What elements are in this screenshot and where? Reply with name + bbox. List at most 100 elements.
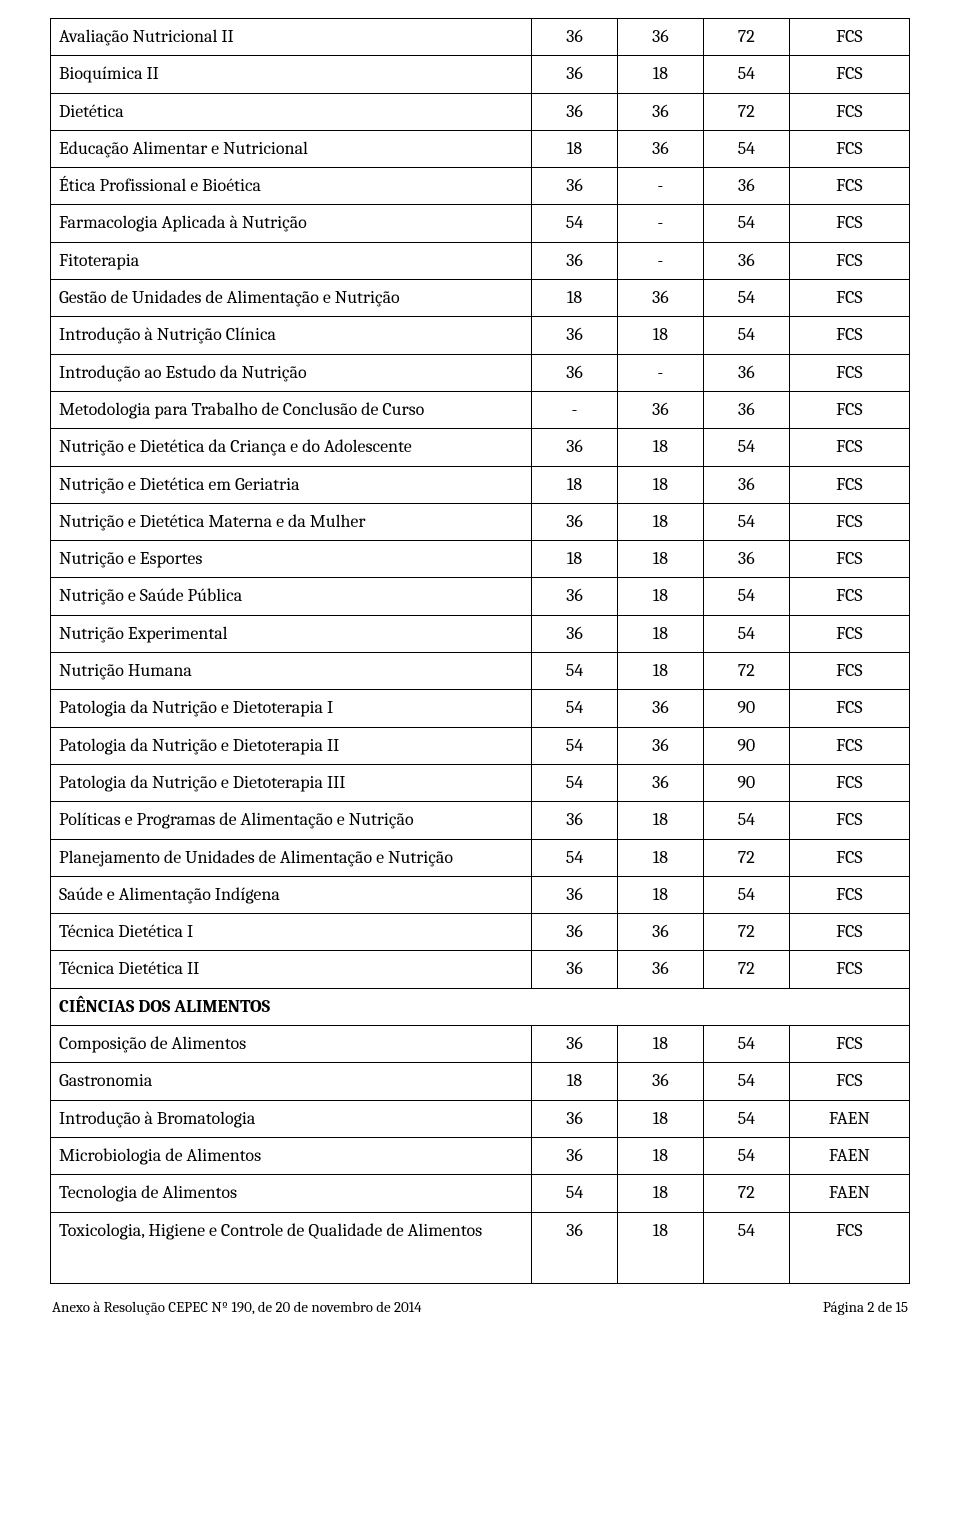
value-cell: FCS (789, 839, 909, 876)
curriculum-table: Avaliação Nutricional II363672FCSBioquím… (50, 18, 910, 1284)
table-row: Técnica Dietética I363672FCS (51, 914, 910, 951)
value-cell: 36 (703, 391, 789, 428)
value-cell: 36 (617, 690, 703, 727)
course-name-cell: Patologia da Nutrição e Dietoterapia II (51, 727, 532, 764)
value-cell: 36 (617, 130, 703, 167)
table-row: Ética Profissional e Bioética36-36FCS (51, 168, 910, 205)
course-name-cell: Farmacologia Aplicada à Nutrição (51, 205, 532, 242)
value-cell: 36 (617, 280, 703, 317)
table-row: Avaliação Nutricional II363672FCS (51, 19, 910, 56)
value-cell: FCS (789, 354, 909, 391)
course-name-cell: Nutrição e Dietética da Criança e do Ado… (51, 429, 532, 466)
value-cell: - (617, 242, 703, 279)
value-cell: FCS (789, 727, 909, 764)
value-cell: 18 (617, 802, 703, 839)
value-cell: FCS (789, 317, 909, 354)
value-cell: 90 (703, 764, 789, 801)
value-cell: 18 (617, 503, 703, 540)
value-cell: 36 (532, 876, 618, 913)
value-cell: 18 (532, 466, 618, 503)
course-name-cell: Toxicologia, Higiene e Controle de Quali… (51, 1212, 532, 1283)
value-cell: 54 (703, 615, 789, 652)
table-row: Microbiologia de Alimentos361854FAEN (51, 1137, 910, 1174)
value-cell: 18 (617, 876, 703, 913)
value-cell: 18 (617, 1137, 703, 1174)
value-cell: 18 (617, 56, 703, 93)
section-heading-row: CIÊNCIAS DOS ALIMENTOS (51, 988, 910, 1025)
value-cell: 36 (617, 391, 703, 428)
value-cell: 36 (532, 951, 618, 988)
value-cell: 18 (617, 1026, 703, 1063)
value-cell: 72 (703, 93, 789, 130)
value-cell: FCS (789, 1212, 909, 1283)
page: Avaliação Nutricional II363672FCSBioquím… (0, 0, 960, 1334)
course-name-cell: Fitoterapia (51, 242, 532, 279)
course-name-cell: Introdução à Bromatologia (51, 1100, 532, 1137)
value-cell: 54 (703, 1026, 789, 1063)
value-cell: FCS (789, 280, 909, 317)
course-name-cell: Nutrição Experimental (51, 615, 532, 652)
table-row: Patologia da Nutrição e Dietoterapia III… (51, 764, 910, 801)
value-cell: FCS (789, 1026, 909, 1063)
value-cell: 36 (532, 1137, 618, 1174)
course-name-cell: Planejamento de Unidades de Alimentação … (51, 839, 532, 876)
footer-right-text: Página 2 de 15 (823, 1298, 908, 1316)
value-cell: 36 (532, 168, 618, 205)
value-cell: 18 (617, 1212, 703, 1283)
value-cell: 54 (532, 653, 618, 690)
value-cell: 36 (532, 615, 618, 652)
course-name-cell: Microbiologia de Alimentos (51, 1137, 532, 1174)
table-row: Nutrição e Dietética da Criança e do Ado… (51, 429, 910, 466)
value-cell: 36 (617, 1063, 703, 1100)
value-cell: 54 (703, 280, 789, 317)
value-cell: 36 (532, 1100, 618, 1137)
course-name-cell: Nutrição e Dietética Materna e da Mulher (51, 503, 532, 540)
value-cell: 36 (532, 1212, 618, 1283)
table-row: Introdução ao Estudo da Nutrição36-36FCS (51, 354, 910, 391)
value-cell: 36 (532, 242, 618, 279)
value-cell: 36 (617, 914, 703, 951)
value-cell: 72 (703, 19, 789, 56)
value-cell: FCS (789, 242, 909, 279)
value-cell: FAEN (789, 1137, 909, 1174)
course-name-cell: Bioquímica II (51, 56, 532, 93)
course-name-cell: Composição de Alimentos (51, 1026, 532, 1063)
value-cell: FAEN (789, 1175, 909, 1212)
value-cell: 54 (703, 1063, 789, 1100)
value-cell: FCS (789, 205, 909, 242)
value-cell: 36 (617, 951, 703, 988)
value-cell: 54 (532, 839, 618, 876)
value-cell: 18 (617, 429, 703, 466)
value-cell: 36 (532, 802, 618, 839)
table-row: Saúde e Alimentação Indígena361854FCS (51, 876, 910, 913)
table-row: Gestão de Unidades de Alimentação e Nutr… (51, 280, 910, 317)
value-cell: 36 (532, 578, 618, 615)
section-heading-cell: CIÊNCIAS DOS ALIMENTOS (51, 988, 910, 1025)
value-cell: - (617, 168, 703, 205)
value-cell: 18 (617, 578, 703, 615)
value-cell: 72 (703, 653, 789, 690)
value-cell: 54 (703, 802, 789, 839)
table-row: Planejamento de Unidades de Alimentação … (51, 839, 910, 876)
table-row: Políticas e Programas de Alimentação e N… (51, 802, 910, 839)
value-cell: FCS (789, 578, 909, 615)
course-name-cell: Metodologia para Trabalho de Conclusão d… (51, 391, 532, 428)
value-cell: 54 (703, 876, 789, 913)
table-row: Nutrição e Esportes181836FCS (51, 541, 910, 578)
course-name-cell: Dietética (51, 93, 532, 130)
value-cell: 54 (532, 764, 618, 801)
value-cell: 54 (532, 205, 618, 242)
value-cell: - (532, 391, 618, 428)
footer-left-text: Anexo à Resolução CEPEC Nº 190, de 20 de… (52, 1298, 422, 1316)
value-cell: 54 (703, 56, 789, 93)
value-cell: FCS (789, 93, 909, 130)
table-row: Técnica Dietética II363672FCS (51, 951, 910, 988)
value-cell: 36 (532, 19, 618, 56)
value-cell: 18 (617, 615, 703, 652)
course-name-cell: Técnica Dietética II (51, 951, 532, 988)
value-cell: - (617, 354, 703, 391)
value-cell: 18 (532, 541, 618, 578)
value-cell: 36 (532, 503, 618, 540)
value-cell: 54 (703, 317, 789, 354)
course-name-cell: Nutrição e Esportes (51, 541, 532, 578)
